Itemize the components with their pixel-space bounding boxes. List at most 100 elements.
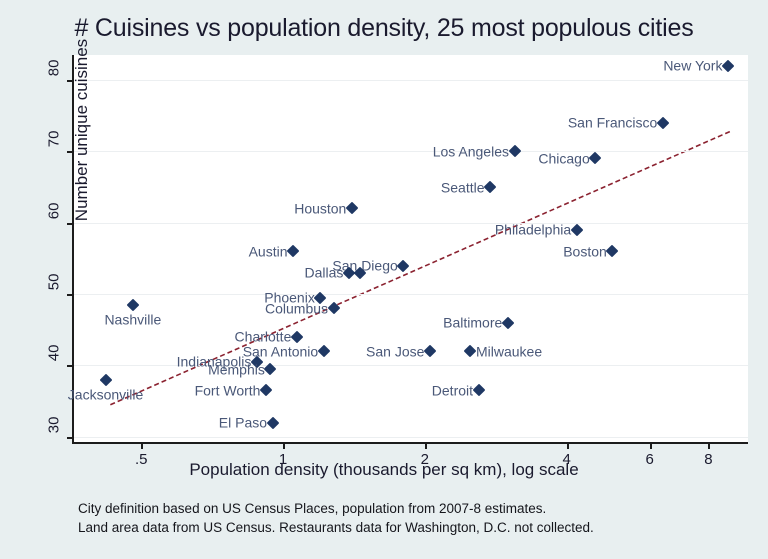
data-point: Charlotte bbox=[235, 329, 304, 345]
point-label: San Jose bbox=[366, 343, 425, 360]
point-marker bbox=[508, 144, 521, 158]
chart-title: # Cuisines vs population density, 25 mos… bbox=[74, 14, 694, 42]
y-tick-mark bbox=[67, 436, 74, 439]
point-label: El Paso bbox=[218, 414, 268, 431]
data-point: Chicago bbox=[538, 150, 602, 166]
data-point: New York bbox=[663, 58, 735, 74]
x-tick-label: 4 bbox=[562, 451, 571, 468]
point-marker bbox=[286, 244, 300, 258]
data-point: Jacksonville bbox=[68, 373, 143, 402]
point-label: Los Angeles bbox=[432, 143, 509, 160]
point-marker bbox=[483, 180, 497, 194]
data-point: Memphis bbox=[208, 361, 277, 377]
y-tick-label: 50 bbox=[45, 273, 63, 291]
point-marker bbox=[266, 416, 279, 429]
point-label: San Francisco bbox=[567, 114, 658, 131]
point-marker bbox=[423, 344, 437, 358]
point-label: Philadelphia bbox=[494, 221, 572, 238]
point-label: Memphis bbox=[208, 361, 265, 378]
point-marker bbox=[605, 244, 619, 258]
data-point: Nashville bbox=[104, 298, 161, 327]
point-marker bbox=[259, 384, 273, 397]
x-tick-label: 2 bbox=[420, 451, 430, 468]
data-point: Baltimore bbox=[443, 315, 515, 331]
point-marker bbox=[472, 384, 485, 397]
point-marker bbox=[588, 152, 602, 165]
gridline bbox=[74, 151, 748, 153]
data-point: Austin bbox=[249, 243, 300, 259]
point-label: Houston bbox=[294, 200, 347, 217]
x-tick-label: 1 bbox=[278, 451, 288, 468]
data-point: Columbus bbox=[265, 300, 340, 316]
data-point: Milwaukee bbox=[464, 343, 542, 359]
data-point: Los Angeles bbox=[433, 143, 521, 159]
data-point: El Paso bbox=[219, 415, 279, 431]
x-tick-mark bbox=[141, 442, 144, 449]
point-marker bbox=[327, 302, 340, 315]
point-marker bbox=[464, 344, 477, 358]
y-tick-mark bbox=[67, 365, 74, 368]
x-tick-mark bbox=[424, 442, 427, 449]
y-tick-label: 60 bbox=[45, 202, 63, 219]
point-marker bbox=[396, 259, 410, 272]
point-marker bbox=[656, 116, 670, 130]
point-label: Austin bbox=[248, 243, 288, 260]
point-marker bbox=[501, 316, 515, 330]
point-label: Columbus bbox=[265, 300, 329, 317]
data-point: San Jose bbox=[366, 343, 437, 359]
chart-footnote: City definition based on US Census Place… bbox=[78, 499, 594, 537]
x-axis-label: Population density (thousands per sq km)… bbox=[189, 460, 579, 479]
point-marker bbox=[317, 344, 331, 358]
point-label: Boston bbox=[563, 243, 607, 260]
x-tick-label: 8 bbox=[704, 451, 713, 468]
y-tick-mark bbox=[67, 79, 74, 82]
point-label: Indianapolis bbox=[176, 353, 252, 370]
data-point: Fort Worth bbox=[195, 382, 273, 398]
point-label: Fort Worth bbox=[194, 382, 261, 399]
data-point: Seattle bbox=[441, 179, 497, 195]
x-tick-mark bbox=[708, 442, 711, 449]
point-marker bbox=[354, 266, 367, 280]
x-tick-label: .5 bbox=[134, 451, 148, 468]
point-label: Phoenix bbox=[264, 289, 315, 306]
gridline bbox=[74, 79, 748, 81]
point-label: New York bbox=[663, 57, 723, 74]
data-point: San Francisco bbox=[568, 115, 670, 131]
point-label: Milwaukee bbox=[475, 343, 543, 360]
point-label: San Antonio bbox=[242, 343, 319, 360]
data-point: Dallas bbox=[305, 265, 356, 281]
y-tick-label: 70 bbox=[45, 130, 63, 148]
footnote-line-2: Land area data from US Census. Restauran… bbox=[78, 520, 594, 536]
data-point: Philadelphia bbox=[495, 222, 584, 238]
data-point: San Diego bbox=[332, 258, 410, 274]
point-marker bbox=[570, 223, 584, 237]
point-marker bbox=[99, 373, 112, 387]
data-point bbox=[354, 266, 367, 280]
footnote-line-1: City definition based on US Census Place… bbox=[78, 501, 547, 516]
point-label: Dallas bbox=[304, 264, 344, 281]
data-point: Indianapolis bbox=[177, 354, 264, 370]
gridline bbox=[74, 365, 748, 367]
y-axis-label: Number unique cuisines bbox=[72, 38, 91, 222]
x-tick-mark bbox=[566, 442, 569, 449]
point-marker bbox=[126, 298, 140, 312]
data-point: Houston bbox=[294, 200, 359, 216]
gridline bbox=[74, 436, 748, 438]
x-tick-mark bbox=[649, 442, 652, 449]
x-tick-mark bbox=[283, 442, 286, 449]
x-tick-label: 6 bbox=[645, 451, 654, 468]
point-label: Nashville bbox=[104, 311, 162, 328]
data-point: San Antonio bbox=[243, 343, 331, 359]
trendline bbox=[110, 130, 731, 406]
point-label: Jacksonville bbox=[67, 386, 144, 403]
y-tick-label: 30 bbox=[45, 416, 63, 434]
y-tick-mark bbox=[67, 294, 74, 297]
point-label: Charlotte bbox=[234, 328, 292, 345]
point-label: Detroit bbox=[431, 382, 474, 399]
data-point: Boston bbox=[563, 243, 619, 259]
point-marker bbox=[345, 202, 359, 215]
point-label: Baltimore bbox=[443, 314, 503, 331]
gridline bbox=[74, 294, 748, 296]
y-tick-mark bbox=[67, 151, 74, 154]
